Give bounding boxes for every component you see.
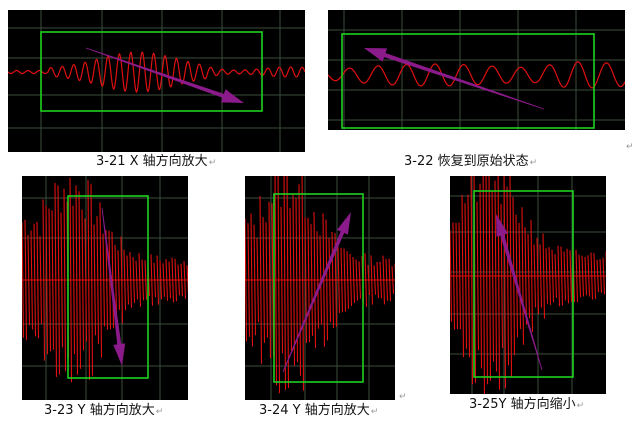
return-mark-icon: ↵ — [370, 407, 379, 417]
caption-3-24: 3-24 Y 轴方向放大↵ — [259, 403, 378, 420]
caption-text: 3-23 Y 轴方向放大 — [44, 403, 155, 418]
scope-panel-3-23 — [22, 176, 188, 400]
caption-3-23: 3-23 Y 轴方向放大↵ — [44, 403, 163, 420]
waveform-display — [450, 176, 606, 394]
return-mark-icon: ↵ — [155, 407, 164, 417]
waveform-display — [8, 10, 305, 152]
scope-panel-3-25 — [450, 176, 606, 394]
waveform-display — [22, 176, 188, 400]
direction-arrow-icon — [101, 207, 126, 366]
waveform-display — [245, 176, 395, 400]
caption-text: 3-22 恢复到原始状态 — [404, 154, 529, 169]
zoom-selection-box — [473, 190, 574, 378]
caption-3-22: 3-22 恢复到原始状态↵ — [404, 154, 537, 171]
return-mark-icon: ↵ — [208, 158, 217, 168]
caption-text: 3-24 Y 轴方向放大 — [259, 403, 370, 418]
caption-text: 3-25Y 轴方向缩小 — [469, 397, 576, 412]
return-mark-icon: ↵ — [529, 158, 538, 168]
return-mark-icon: ↵ — [626, 142, 633, 152]
direction-arrow-icon — [282, 212, 351, 373]
direction-arrow-icon — [496, 214, 543, 371]
scope-panel-3-22 — [328, 10, 625, 130]
waveform-display — [328, 10, 625, 130]
direction-arrow-icon — [364, 48, 545, 110]
return-mark-icon: ↵ — [576, 401, 585, 411]
caption-3-21: 3-21 X 轴方向放大↵ — [96, 154, 216, 171]
zoom-selection-box — [67, 195, 149, 379]
signal-trace — [328, 61, 625, 89]
direction-arrow-icon — [85, 47, 245, 103]
scope-panel-3-24 — [245, 176, 395, 400]
zoom-selection-box — [40, 31, 263, 112]
zoom-selection-box — [273, 193, 364, 383]
return-mark-icon: ↵ — [399, 392, 407, 402]
scope-panel-3-21 — [8, 10, 305, 152]
caption-3-25: 3-25Y 轴方向缩小↵ — [469, 397, 584, 414]
caption-text: 3-21 X 轴方向放大 — [96, 154, 208, 169]
zoom-selection-box — [341, 33, 595, 129]
